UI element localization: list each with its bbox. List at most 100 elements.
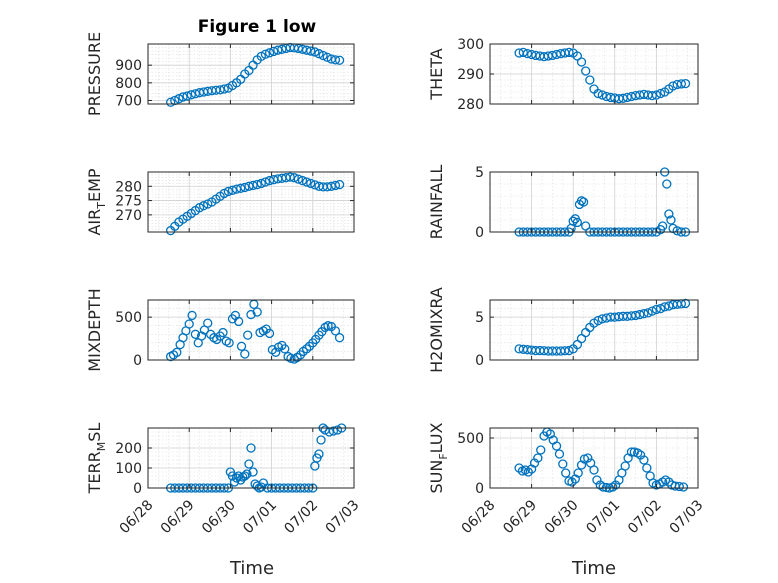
data-point: [166, 97, 176, 107]
data-point: [639, 455, 649, 465]
data-point: [651, 90, 662, 100]
data-point: [310, 180, 320, 190]
data-point: [536, 445, 546, 455]
data-point: [618, 93, 628, 103]
data-point: [334, 179, 345, 190]
y-tick-label: 0: [133, 481, 142, 497]
data-point: [666, 215, 676, 225]
data-point: [184, 319, 194, 329]
data-point: [301, 344, 312, 354]
y-axis-label: THETA: [427, 48, 446, 100]
y-axis-label: RAINFALL: [427, 165, 446, 240]
data-point: [269, 46, 279, 57]
y-tick-label: 0: [133, 353, 142, 369]
data-point: [330, 180, 341, 191]
data-point: [643, 308, 653, 318]
data-point: [264, 48, 275, 58]
data-point: [190, 329, 201, 339]
data-point: [246, 443, 256, 453]
data-point: [174, 94, 184, 104]
data-point: [334, 333, 345, 343]
data-point: [572, 217, 583, 228]
data-point: [240, 349, 250, 359]
data-point: [651, 304, 662, 315]
data-point: [246, 309, 256, 320]
data-point: [243, 330, 253, 340]
x-axis-label-left: Time: [229, 558, 274, 579]
data-point: [554, 449, 565, 459]
data-point: [593, 88, 603, 99]
data-point: [330, 55, 341, 65]
data-point: [260, 49, 271, 59]
data-point: [248, 180, 258, 191]
data-point: [568, 216, 578, 226]
data-point: [310, 47, 320, 57]
data-point: [187, 310, 197, 321]
data-point: [182, 91, 192, 101]
x-tick-label: 07/03: [323, 497, 363, 537]
subplot-rainfall: 0 5 RAINFALL: [427, 165, 699, 241]
data-point: [674, 481, 684, 492]
data-point: [227, 185, 238, 195]
data-point: [198, 201, 209, 211]
data-point: [558, 459, 568, 469]
data-point: [271, 347, 281, 357]
y-tick-label: 290: [457, 67, 484, 83]
x-tick-label: 07/02: [625, 497, 665, 537]
data-point: [680, 78, 691, 89]
data-point: [664, 209, 674, 219]
axes-frame: [147, 171, 355, 233]
axes-frame: [489, 427, 699, 489]
data-point: [564, 47, 574, 58]
data-point: [318, 50, 328, 61]
data-point: [316, 435, 326, 445]
data-point: [186, 90, 196, 100]
y-tick-label: 0: [475, 481, 484, 497]
x-tick-label: 07/03: [667, 497, 707, 537]
x-tick-label: 06/28: [459, 497, 499, 537]
y-tick-label: 100: [115, 461, 142, 477]
y-axis-label: SUNFLUX: [427, 422, 450, 493]
data-point: [172, 347, 182, 357]
data-point: [233, 316, 244, 327]
data-point: [252, 307, 262, 317]
data-point: [589, 465, 599, 475]
figure-title: Figure 1 low: [198, 17, 317, 37]
data-point: [564, 345, 574, 356]
subplot-mixdepth: 0 500 MIXDEPTH: [85, 288, 355, 372]
axes-frame: [147, 43, 355, 105]
data-point: [573, 468, 583, 478]
y-tick-label: 500: [115, 310, 142, 326]
axes-background: [147, 299, 355, 361]
data-point: [178, 92, 188, 102]
data-point: [597, 90, 607, 100]
data-point: [522, 48, 533, 59]
y-axis-label: H2OMIXRA: [427, 287, 446, 373]
y-tick-label: 5: [475, 165, 484, 181]
y-tick-label: 800: [115, 76, 142, 92]
subplot-terr-msl: 0 100 200 TERRMSL 06/28 06/29 06/30 07/01 07/02 0…: [85, 423, 362, 537]
data-point: [236, 183, 246, 193]
data-point: [280, 344, 290, 354]
y-tick-label: 0: [475, 225, 484, 241]
y-axis-label: TERRMSL: [85, 423, 108, 495]
data-point: [240, 182, 250, 193]
data-point: [642, 463, 652, 473]
data-point: [328, 426, 339, 436]
data-point: [639, 309, 649, 319]
data-point: [581, 66, 591, 76]
axes-frame: [147, 427, 355, 489]
data-point: [334, 55, 345, 65]
data-point: [240, 471, 250, 481]
axes-frame: [147, 299, 355, 361]
y-tick-label: 275: [115, 194, 142, 210]
data-point: [224, 338, 234, 348]
x-tick-label: 07/02: [281, 497, 321, 537]
data-point: [662, 179, 672, 189]
data-point: [620, 461, 630, 471]
y-tick-label: 200: [115, 441, 142, 457]
